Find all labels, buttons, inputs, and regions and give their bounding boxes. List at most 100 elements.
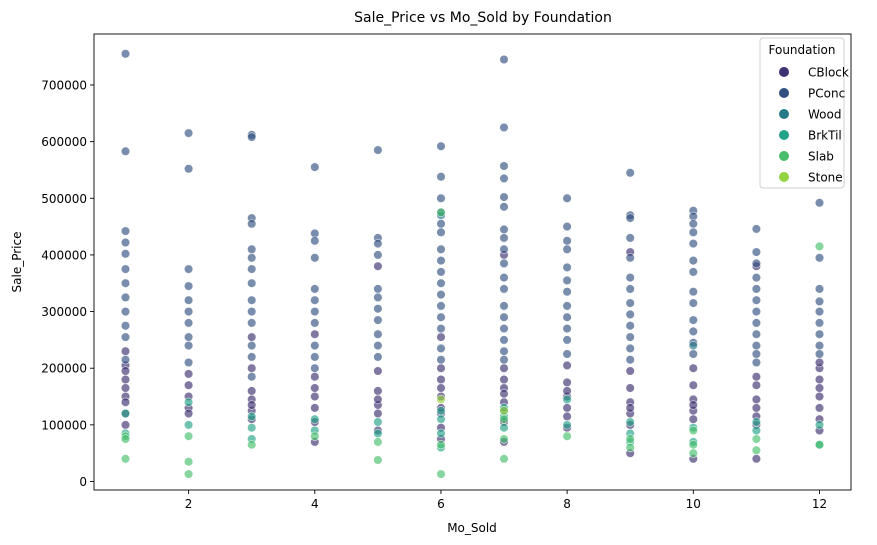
y-tick-label: 200000 — [41, 362, 87, 376]
point-brktil — [247, 423, 257, 433]
point-pconc — [814, 329, 825, 339]
point-pconc — [373, 315, 383, 325]
point-cblock — [247, 332, 257, 342]
point-pconc — [247, 244, 257, 254]
point-pconc — [562, 193, 572, 203]
point-pconc — [436, 172, 446, 182]
point-brktil — [562, 420, 572, 430]
point-pconc — [247, 219, 257, 229]
point-pconc — [436, 256, 446, 266]
point-cblock — [625, 383, 635, 393]
point-cblock — [625, 403, 635, 413]
point-pconc — [625, 253, 635, 263]
point-slab — [625, 434, 635, 444]
point-pconc — [120, 292, 131, 303]
point-pconc — [688, 287, 698, 297]
point-cblock — [373, 386, 383, 396]
point-cblock — [499, 363, 509, 373]
point-pconc — [120, 355, 131, 365]
point-cblock — [814, 374, 825, 385]
point-pconc — [184, 295, 194, 305]
point-pconc — [499, 284, 509, 294]
point-brktil — [120, 408, 131, 419]
legend-marker-cblock — [779, 67, 789, 77]
point-pconc — [688, 239, 698, 249]
point-pconc — [373, 284, 383, 294]
point-pconc — [436, 227, 446, 237]
point-pconc — [120, 237, 131, 248]
point-pconc — [310, 295, 320, 305]
point-pconc — [625, 284, 635, 294]
point-cblock — [247, 400, 257, 410]
point-cblock — [310, 383, 320, 393]
point-pconc — [436, 301, 446, 311]
point-brktil — [562, 394, 572, 405]
data-points — [120, 49, 825, 479]
x-axis-label: Mo_Sold — [447, 521, 497, 535]
point-pconc — [625, 233, 635, 243]
legend-label-wood: Wood — [808, 108, 841, 122]
point-brktil — [625, 417, 635, 427]
x-tick-label: 12 — [812, 497, 827, 511]
point-cblock — [814, 391, 825, 402]
point-pconc — [436, 267, 446, 277]
point-pconc — [499, 355, 509, 365]
point-slab — [814, 241, 825, 251]
point-pconc — [562, 312, 572, 322]
point-cblock — [562, 377, 572, 388]
point-brktil — [751, 417, 762, 427]
point-pconc — [436, 193, 446, 203]
point-pconc — [688, 256, 698, 266]
point-cblock — [120, 420, 131, 430]
point-pconc — [120, 332, 131, 342]
point-pconc — [247, 307, 257, 317]
point-cblock — [120, 374, 131, 385]
point-pconc — [562, 222, 572, 232]
point-pconc — [247, 372, 257, 382]
point-pconc — [625, 273, 635, 283]
point-slab — [562, 431, 572, 441]
point-cblock — [120, 366, 131, 376]
point-cblock — [373, 366, 383, 376]
point-pconc — [751, 284, 762, 294]
point-pconc — [751, 307, 762, 317]
point-pconc — [120, 278, 131, 288]
point-slab — [499, 454, 509, 464]
point-slab — [688, 440, 698, 450]
point-cblock — [310, 391, 320, 402]
point-pconc — [436, 219, 446, 229]
x-tick-label: 4 — [311, 497, 319, 511]
point-pconc — [625, 168, 635, 178]
point-pconc — [310, 307, 320, 317]
legend-marker-pconc — [779, 88, 789, 98]
point-pconc — [499, 192, 509, 202]
point-pconc — [499, 335, 509, 345]
point-pconc — [499, 233, 509, 243]
point-cblock — [688, 380, 698, 390]
point-pconc — [625, 332, 635, 342]
point-slab — [120, 454, 131, 464]
point-pconc — [310, 236, 320, 246]
point-cblock — [373, 261, 383, 271]
point-pconc — [184, 341, 194, 351]
point-pconc — [499, 301, 509, 311]
point-brktil — [814, 420, 825, 430]
point-slab — [184, 431, 194, 441]
point-pconc — [247, 295, 257, 305]
point-cblock — [562, 411, 572, 422]
point-pconc — [373, 352, 383, 362]
point-pconc — [184, 318, 194, 328]
point-slab — [120, 434, 131, 444]
point-cblock — [751, 454, 762, 464]
point-pconc — [562, 244, 572, 254]
point-pconc — [562, 275, 572, 286]
y-axis-label: Sale_Price — [10, 232, 24, 293]
point-brktil — [751, 425, 762, 436]
point-pconc — [247, 132, 257, 142]
point-pconc — [625, 355, 635, 365]
point-pconc — [751, 273, 762, 283]
point-pconc — [436, 355, 446, 365]
point-cblock — [436, 332, 446, 342]
point-pconc — [688, 326, 698, 337]
point-pconc — [499, 54, 509, 65]
